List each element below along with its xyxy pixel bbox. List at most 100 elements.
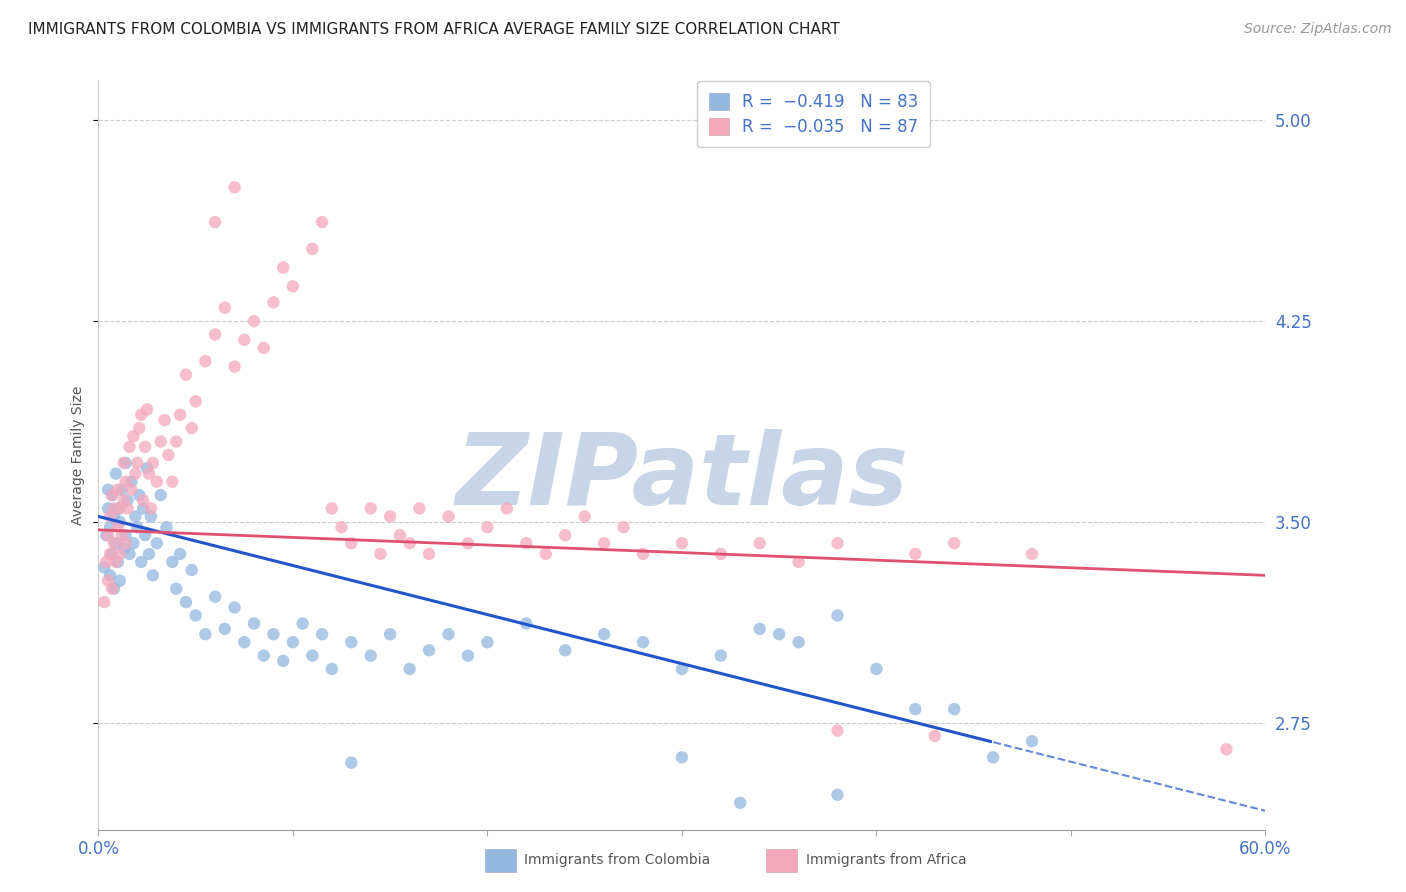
Point: [127, 520, 149, 534]
Point: [97, 528, 120, 542]
Point: [593, 536, 616, 550]
Point: [496, 501, 519, 516]
Point: [134, 440, 156, 454]
Point: [136, 402, 159, 417]
Point: [165, 434, 187, 449]
Point: [360, 501, 382, 516]
Point: [224, 359, 246, 374]
Point: [398, 536, 420, 550]
Point: [104, 555, 127, 569]
Point: [108, 547, 131, 561]
Point: [262, 295, 284, 310]
Point: [418, 547, 440, 561]
Point: [101, 488, 124, 502]
Point: [129, 555, 152, 569]
Point: [904, 547, 927, 561]
Point: [103, 536, 125, 550]
Point: [138, 547, 160, 561]
Point: [134, 528, 156, 542]
Point: [281, 635, 304, 649]
Point: [162, 555, 184, 569]
Point: [710, 547, 733, 561]
Point: [104, 467, 127, 481]
Point: [748, 536, 770, 550]
Point: [184, 394, 207, 409]
Point: [515, 536, 537, 550]
Point: [114, 456, 136, 470]
Point: [340, 536, 363, 550]
Point: [321, 662, 343, 676]
Point: [97, 574, 120, 588]
Point: [98, 547, 121, 561]
Point: [104, 536, 127, 550]
Point: [1215, 742, 1237, 756]
Point: [613, 520, 636, 534]
Point: [169, 547, 191, 561]
Point: [827, 788, 849, 802]
Point: [127, 456, 149, 470]
Point: [132, 493, 155, 508]
Point: [108, 501, 131, 516]
Point: [122, 429, 145, 443]
Text: Immigrants from Africa: Immigrants from Africa: [806, 853, 966, 867]
Point: [262, 627, 284, 641]
Point: [904, 702, 927, 716]
Point: [103, 582, 125, 596]
Point: [214, 301, 236, 315]
Point: [139, 501, 162, 516]
Point: [340, 635, 363, 649]
Point: [136, 461, 159, 475]
Point: [271, 260, 294, 275]
Point: [271, 654, 294, 668]
Text: ZIPatlas: ZIPatlas: [456, 429, 908, 526]
Point: [360, 648, 382, 663]
Point: [146, 475, 169, 489]
Point: [243, 314, 266, 328]
Point: [103, 501, 125, 516]
Point: [418, 643, 440, 657]
Point: [114, 536, 136, 550]
Point: [146, 536, 169, 550]
Point: [574, 509, 596, 524]
Y-axis label: Average Family Size: Average Family Size: [72, 385, 86, 524]
Point: [112, 493, 135, 508]
Point: [194, 627, 217, 641]
Text: Immigrants from Colombia: Immigrants from Colombia: [524, 853, 710, 867]
Point: [98, 568, 121, 582]
Point: [710, 648, 733, 663]
Point: [180, 563, 202, 577]
Point: [128, 421, 150, 435]
Point: [107, 483, 129, 497]
Point: [98, 520, 121, 534]
Point: [101, 582, 124, 596]
Point: [281, 279, 304, 293]
Point: [121, 475, 143, 489]
Point: [370, 547, 392, 561]
Point: [97, 483, 120, 497]
Point: [107, 520, 129, 534]
Point: [730, 796, 752, 810]
Point: [132, 501, 155, 516]
Point: [194, 354, 217, 368]
Point: [101, 547, 124, 561]
Point: [554, 643, 576, 657]
Point: [112, 541, 135, 556]
Text: IMMIGRANTS FROM COLOMBIA VS IMMIGRANTS FROM AFRICA AVERAGE FAMILY SIZE CORRELATI: IMMIGRANTS FROM COLOMBIA VS IMMIGRANTS F…: [28, 22, 839, 37]
Point: [98, 509, 121, 524]
Point: [214, 622, 236, 636]
Point: [380, 509, 402, 524]
Point: [554, 528, 576, 542]
Point: [224, 180, 246, 194]
Point: [111, 483, 134, 497]
Point: [107, 555, 129, 569]
Point: [253, 648, 276, 663]
Point: [943, 702, 966, 716]
Point: [149, 434, 172, 449]
Point: [301, 242, 323, 256]
Point: [1021, 547, 1043, 561]
Point: [174, 595, 197, 609]
Point: [631, 635, 654, 649]
Point: [96, 528, 118, 542]
Point: [114, 528, 136, 542]
Point: [157, 448, 180, 462]
